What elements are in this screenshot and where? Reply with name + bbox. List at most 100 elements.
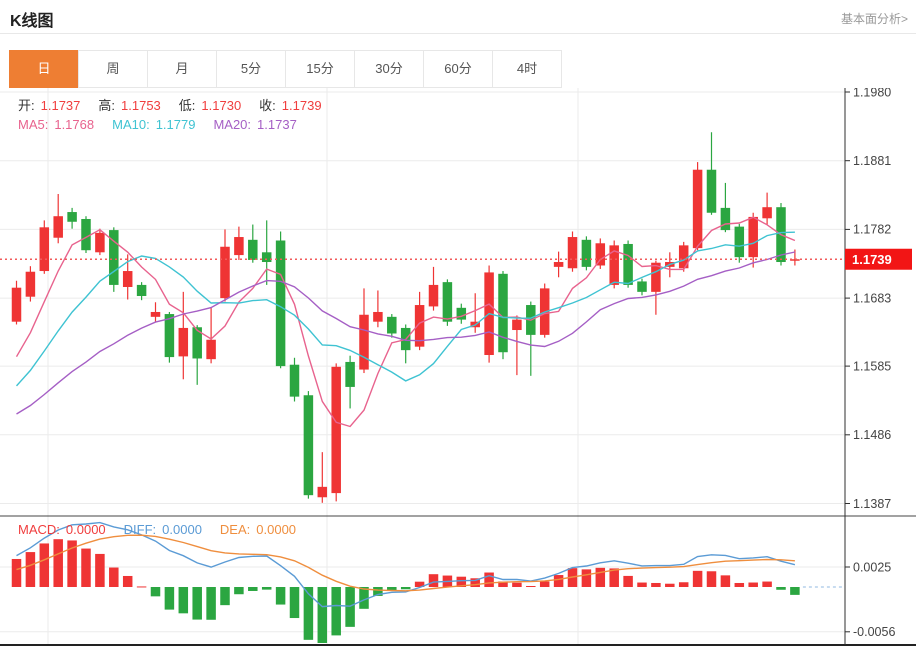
candle bbox=[373, 311, 383, 322]
candle bbox=[317, 486, 328, 498]
macd-bar bbox=[581, 569, 592, 587]
macd-bar bbox=[109, 567, 119, 587]
fundamental-analysis-link[interactable]: 基本面分析> bbox=[840, 12, 908, 26]
candle bbox=[275, 240, 286, 367]
page-header: K线图 基本面分析> bbox=[0, 0, 916, 34]
period-tab-6[interactable]: 60分 bbox=[423, 50, 493, 88]
candle bbox=[595, 243, 606, 266]
macd-bar bbox=[220, 587, 230, 606]
current-price-badge bbox=[845, 248, 912, 270]
macd-bar bbox=[234, 587, 244, 595]
legend-value: 1.1753 bbox=[121, 98, 161, 113]
macd-bar bbox=[192, 587, 202, 620]
candle bbox=[95, 232, 105, 253]
candle bbox=[248, 239, 258, 260]
macd-bar bbox=[261, 587, 272, 590]
candle bbox=[150, 311, 161, 317]
macd-bar bbox=[484, 572, 494, 587]
legend-label: 低: bbox=[178, 98, 196, 113]
current-price-badge-value: 1.1739 bbox=[852, 252, 892, 267]
legend-value: 0.0000 bbox=[65, 522, 106, 537]
candle bbox=[220, 246, 230, 299]
candle bbox=[720, 207, 731, 231]
macd-bar bbox=[498, 581, 508, 587]
period-tab-7[interactable]: 4时 bbox=[492, 50, 562, 88]
macd-bar bbox=[11, 558, 22, 587]
macd-bar bbox=[373, 587, 383, 596]
macd-bar bbox=[289, 587, 300, 619]
legend-label: MACD: bbox=[18, 522, 60, 537]
candle bbox=[289, 364, 300, 397]
candle bbox=[692, 169, 703, 249]
legend-value: 0.0000 bbox=[256, 522, 297, 537]
candle bbox=[331, 366, 341, 494]
legend-label: MA10: bbox=[112, 117, 150, 132]
legend-label: DEA: bbox=[219, 522, 251, 537]
macd-axis-label: -0.0056 bbox=[853, 625, 895, 639]
legend-value: 1.1737 bbox=[40, 98, 81, 113]
legend-value: 1.1779 bbox=[155, 117, 196, 132]
candle bbox=[512, 319, 522, 331]
period-tab-bar: 日周月 5分 15分 30分 60分 4时 bbox=[9, 50, 562, 88]
candle bbox=[192, 327, 202, 359]
candle bbox=[498, 273, 508, 353]
legend-label: 开: bbox=[18, 98, 35, 113]
price-axis-label: 1.1387 bbox=[853, 497, 891, 511]
legend-label: MA5: bbox=[18, 117, 49, 132]
legend-value: 1.1768 bbox=[54, 117, 95, 132]
macd-bar bbox=[512, 582, 522, 587]
period-tab-4[interactable]: 15分 bbox=[285, 50, 355, 88]
candle bbox=[581, 239, 592, 267]
macd-legend: MACD: 0.0000 DIFF: 0.0000 DEA: 0.0000 bbox=[18, 522, 314, 537]
legend-label: DIFF: bbox=[123, 522, 157, 537]
candle bbox=[206, 339, 216, 360]
candle bbox=[414, 305, 425, 347]
macd-bar bbox=[275, 587, 286, 605]
period-tab-0[interactable]: 日 bbox=[9, 50, 79, 88]
ma-legend: MA5: 1.1768 MA10: 1.1779 MA20: 1.1737 bbox=[18, 117, 315, 132]
macd-bar bbox=[178, 587, 189, 614]
candle bbox=[81, 218, 91, 251]
candle bbox=[734, 226, 745, 258]
macd-bar bbox=[331, 587, 341, 636]
macd-bar bbox=[734, 582, 745, 587]
candle bbox=[234, 237, 244, 256]
macd-axis-label: 0.0025 bbox=[853, 560, 891, 574]
macd-bar bbox=[428, 574, 439, 587]
macd-bar bbox=[359, 587, 369, 609]
macd-bar bbox=[400, 587, 411, 590]
period-tab-1[interactable]: 周 bbox=[78, 50, 148, 88]
candle bbox=[109, 230, 119, 285]
macd-bar bbox=[414, 581, 425, 587]
macd-bar bbox=[539, 581, 550, 587]
macd-bar bbox=[553, 575, 564, 587]
macd-bar bbox=[95, 553, 105, 587]
price-axis-label: 1.1980 bbox=[853, 88, 891, 99]
kline-chart-area[interactable]: 1.1980 1.1881 1.1782 1.1683 1.1585 1.1486 1.13… bbox=[0, 88, 916, 648]
macd-bar bbox=[317, 587, 328, 643]
candle bbox=[136, 284, 147, 297]
macd-bar bbox=[692, 570, 703, 587]
macd-bar bbox=[637, 582, 647, 587]
period-tab-5[interactable]: 30分 bbox=[354, 50, 424, 88]
period-tab-3[interactable]: 5分 bbox=[216, 50, 286, 88]
candle bbox=[359, 314, 369, 370]
ma5-line bbox=[15, 216, 796, 428]
legend-value: 0.0000 bbox=[162, 522, 202, 537]
candle bbox=[790, 259, 800, 261]
macd-bar bbox=[150, 587, 161, 597]
macd-bar bbox=[67, 540, 77, 587]
candle bbox=[748, 216, 758, 258]
candle bbox=[11, 287, 22, 322]
macd-bar bbox=[595, 567, 606, 587]
macd-bar bbox=[81, 548, 91, 587]
kline-chart-svg: 1.1980 1.1881 1.1782 1.1683 1.1585 1.1486 1.13… bbox=[0, 88, 916, 646]
ma10-line bbox=[15, 231, 795, 387]
macd-bar bbox=[345, 587, 355, 627]
period-tab-2[interactable]: 月 bbox=[147, 50, 217, 88]
page-title: K线图 bbox=[10, 13, 54, 30]
legend-label: MA20: bbox=[213, 117, 252, 132]
candle bbox=[678, 245, 689, 269]
legend-label: 收: bbox=[259, 98, 276, 113]
